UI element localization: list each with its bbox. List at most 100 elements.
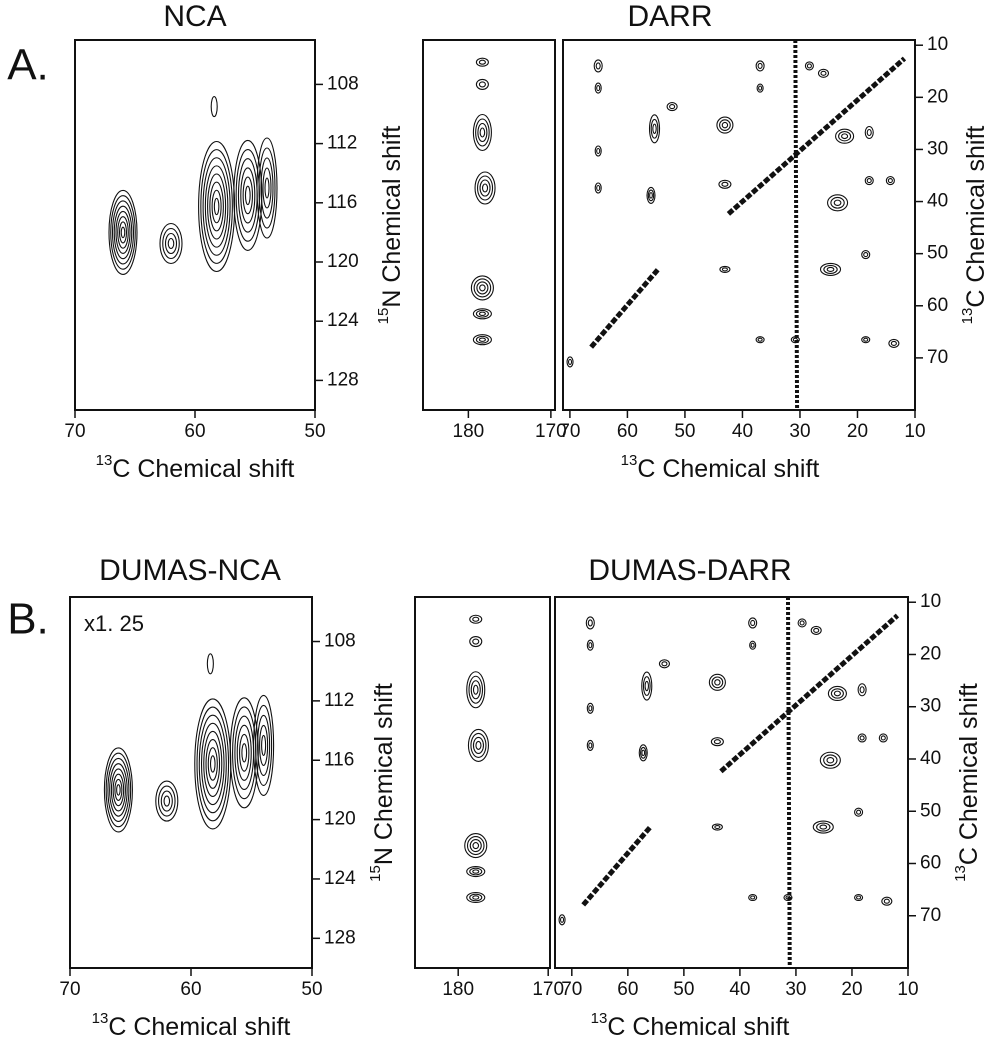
contour (481, 183, 489, 193)
contour (812, 820, 834, 834)
contour (813, 627, 820, 633)
label-sup: 13 (621, 452, 638, 469)
contour (748, 617, 758, 629)
contour (469, 867, 483, 876)
contour (661, 661, 668, 667)
contour (120, 226, 126, 239)
panel-title: DARR (627, 0, 712, 33)
contour (196, 706, 230, 822)
y-tick-label: 50 (927, 243, 948, 264)
contour (806, 63, 812, 69)
diagonal (589, 267, 660, 349)
contour (158, 785, 176, 817)
contour (115, 210, 131, 254)
contour (823, 264, 838, 274)
y-tick-label: 60 (920, 853, 941, 874)
x-tick-label: 50 (673, 979, 694, 1000)
x-tick-label: 50 (304, 421, 325, 442)
contour (468, 675, 484, 704)
contour (648, 114, 661, 144)
contour (205, 739, 221, 789)
contour (838, 130, 852, 142)
contour (558, 914, 566, 926)
contour (833, 690, 841, 697)
x-tick-label: 40 (729, 979, 750, 1000)
contour (799, 620, 805, 626)
contour (833, 199, 842, 207)
y-tick-label: 10 (927, 34, 948, 55)
y-tick-label: 116 (324, 749, 354, 770)
contour (866, 128, 872, 137)
y-tick-label: 112 (327, 133, 357, 154)
contour (162, 227, 180, 260)
contour (641, 671, 653, 701)
contours (464, 614, 893, 926)
contour (198, 140, 236, 273)
contour (244, 185, 251, 206)
contour (467, 728, 490, 762)
contour (474, 171, 496, 205)
plot-frame (422, 39, 556, 411)
x-axis-label: 13C Chemical shift (591, 1010, 790, 1041)
contour (642, 676, 651, 696)
contour (567, 358, 573, 365)
contour (209, 181, 224, 232)
contour (890, 340, 897, 346)
contour (816, 822, 831, 832)
contour (588, 642, 593, 649)
contour (669, 104, 676, 110)
contour (472, 334, 492, 346)
y-tick-label: 120 (324, 809, 356, 830)
contour (107, 757, 130, 822)
noise-stripe (793, 39, 800, 411)
contour (479, 179, 491, 197)
contour (479, 284, 486, 292)
contour (194, 698, 232, 830)
contour (475, 740, 482, 750)
contour (118, 221, 128, 244)
contour (641, 749, 646, 757)
x-axis-label: 13C Chemical shift (621, 452, 820, 483)
contour (213, 197, 220, 216)
contour (585, 616, 595, 630)
x-axis-label: 13C Chemical shift (92, 1010, 291, 1041)
contour (647, 189, 655, 202)
contour (155, 780, 179, 822)
plot-frame (554, 596, 909, 969)
contour (472, 736, 485, 754)
contour (819, 824, 828, 830)
contour (478, 59, 486, 65)
contour (207, 173, 227, 240)
y-axis-label: 15N Chemical shift (375, 126, 406, 325)
contour (255, 704, 273, 786)
x-tick-label: 10 (897, 979, 918, 1000)
contour (258, 147, 276, 229)
contour (708, 673, 726, 691)
contour (202, 157, 231, 256)
contour (241, 743, 248, 763)
contour (755, 60, 765, 72)
y-tick-label: 50 (920, 800, 941, 821)
contour (866, 178, 872, 184)
contour (211, 189, 222, 224)
contour (658, 659, 670, 669)
plot-frame (562, 39, 916, 411)
y-axis-label: 13C Chemical shift (952, 683, 983, 882)
x-tick-label: 170 (532, 979, 564, 1000)
contour (586, 639, 594, 651)
contour (804, 61, 814, 71)
contour (472, 842, 480, 850)
contour (888, 338, 900, 348)
contour (861, 336, 871, 344)
contour (167, 237, 175, 250)
contour (819, 751, 841, 769)
x-tick-label: 30 (785, 979, 806, 1000)
contour (203, 730, 223, 798)
label-text: N Chemical shift (370, 683, 398, 865)
contour (716, 116, 734, 134)
contour (820, 70, 827, 76)
x-tick-label: 50 (674, 421, 695, 442)
contour (466, 671, 486, 709)
x-tick-label: 20 (841, 979, 862, 1000)
contour (476, 281, 489, 295)
